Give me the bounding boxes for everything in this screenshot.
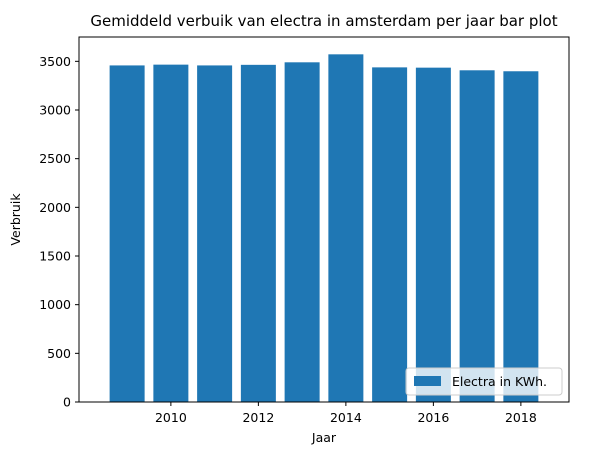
- x-tick-label: 2012: [242, 410, 274, 425]
- x-tick-label: 2016: [417, 410, 449, 425]
- x-tick-label: 2018: [505, 410, 537, 425]
- y-tick-label: 3500: [39, 54, 71, 69]
- bar-2015: [372, 67, 408, 403]
- legend-swatch: [414, 376, 441, 386]
- x-tick-label: 2010: [155, 410, 187, 425]
- legend: Electra in KWh.: [405, 367, 563, 396]
- chart-title: Gemiddeld verbuik van electra in amsterd…: [90, 12, 557, 30]
- legend-box: [405, 367, 563, 396]
- y-tick-label: 3000: [39, 103, 71, 118]
- bar-2011: [197, 65, 233, 403]
- bar-2010: [153, 64, 189, 402]
- bar-2014: [328, 54, 364, 402]
- bar-2012: [240, 64, 276, 402]
- plot-frame: [78, 36, 570, 403]
- y-tick-label: 500: [47, 346, 71, 361]
- y-tick-label: 1500: [39, 249, 71, 264]
- y-tick-label: 1000: [39, 297, 71, 312]
- x-axis-label: Jaar: [311, 430, 337, 445]
- y-tick-label: 2500: [39, 151, 71, 166]
- legend-label: Electra in KWh.: [452, 374, 547, 389]
- bars-group: [109, 54, 539, 403]
- y-tick-label: 0: [63, 395, 71, 410]
- bar-2018: [503, 71, 539, 402]
- y-axis-label: Verbruik: [8, 193, 23, 246]
- y-tick-label: 2000: [39, 200, 71, 215]
- x-tick-label: 2014: [330, 410, 362, 425]
- bar-2009: [109, 65, 145, 403]
- bar-2016: [415, 67, 451, 402]
- y-axis-ticks: 0 500 1000 1500 2000 2500 3000 3500: [39, 54, 79, 410]
- bar-2017: [459, 70, 495, 402]
- bar-2013: [284, 62, 320, 403]
- x-axis-ticks: 2010 2012 2014 2016 2018: [155, 402, 537, 425]
